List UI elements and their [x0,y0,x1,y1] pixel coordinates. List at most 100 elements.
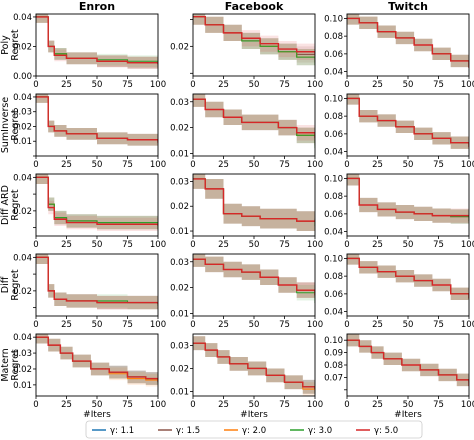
legend-label: γ: 5.0 [374,426,398,436]
x-tick-label: 100 [307,240,323,250]
y-tick-label: 0.06 [324,210,343,220]
subplot-facebook-poly: 0 25 50 75 100 0.02 [170,13,323,90]
confidence-band-5-0 [193,174,315,232]
x-tick-label: 75 [122,320,133,330]
row-label-line: Poly [0,35,11,55]
x-tick-label: 25 [61,240,72,250]
row-label-line: Regret [10,29,21,61]
confidence-band-5-0 [36,254,158,311]
series-line-5-0 [347,97,469,148]
x-tick-label: 75 [279,160,290,170]
series-line-5-0 [36,16,158,65]
series-line-5-0 [193,15,315,55]
plot-area [347,254,469,306]
y-tick-label: 0.01 [170,227,189,237]
y-tick-label: 0.02 [13,365,32,375]
row-label-line: Diff [0,276,11,293]
y-tick-label: 0.02 [13,122,32,132]
confidence-band-1-1 [347,94,469,151]
plot-area [193,94,315,156]
confidence-band-5-0 [36,334,158,389]
subplot-twitch-suminverse: 0 25 50 75 100 0.04 0.06 0.08 0.10 [324,93,474,170]
plot-area [193,336,315,396]
series-line-5-0 [193,342,315,390]
legend-label: γ: 1.1 [110,426,134,436]
legend-entry-3-0: γ: 3.0 [290,426,332,436]
row-label-matern-regret: Matern Regret [0,348,21,381]
y-tick-label: 0.04 [324,228,343,238]
x-tick-label: 0 [33,80,38,90]
confidence-band-2-0 [36,174,158,231]
subplot-enron-suminverse: 0 25 50 75 100 0.01 0.02 0.03 0.04 [13,93,166,170]
subplot-twitch-diff: 0 25 50 75 100 0.04 0.06 0.08 0.10 [324,253,474,330]
row-label-line: Regret [10,109,21,141]
x-tick-label: 50 [92,80,103,90]
plot-area [193,254,315,311]
x-tick-label: 100 [150,240,166,250]
y-tick-label: 0.06 [324,130,343,140]
confidence-band-5-0 [193,336,315,396]
y-tick-label: 0.03 [13,108,32,118]
y-tick-label: 0.10 [324,254,343,264]
legend-box [85,420,423,439]
y-tick-label: 0.08 [324,361,343,371]
y-tick-label: 0.09 [324,349,343,359]
x-tick-label: 25 [61,160,72,170]
y-tick-label: 0.02 [13,207,32,217]
y-tick-label: 0.02 [170,202,189,212]
legend-entry-2-0: γ: 2.0 [224,426,266,436]
x-tick-label: 25 [218,160,229,170]
x-tick-label: 25 [372,240,383,250]
x-tick-label: 75 [433,400,444,410]
y-tick-label: 0.02 [170,42,189,52]
series-line-5-0 [36,256,158,305]
subplot-twitch-poly: 0 25 50 75 100 0.04 0.06 0.08 0.10 [324,13,474,90]
x-tick-label: 0 [344,80,349,90]
x-axis-label: #Iters [240,410,268,420]
y-tick-label: 0.08 [324,32,343,42]
subplot-facebook-matern: 0 25 50 75 100 0.01 0.02 0.03 #Iters [170,333,323,420]
x-tick-label: 100 [461,240,474,250]
x-tick-label: 0 [344,160,349,170]
confidence-band-2-0 [347,334,469,390]
x-tick-label: 100 [461,160,474,170]
confidence-band-5-0 [347,174,469,223]
x-tick-label: 100 [307,80,323,90]
confidence-band-5-0 [193,94,315,146]
series-line-5-0 [36,176,158,226]
x-tick-label: 0 [33,400,38,410]
x-tick-label: 100 [461,400,474,410]
confidence-band-5-0 [347,334,469,393]
x-tick-label: 50 [92,240,103,250]
row-label-diff-ard-regret: Diff ARD Regret [0,185,21,225]
confidence-band-5-0 [347,254,469,305]
series-line-5-0 [193,178,315,222]
subplot-enron-poly: 0 25 50 75 100 0.00 0.02 0.04 [13,13,166,90]
x-tick-label: 100 [150,160,166,170]
plot-area [36,94,158,149]
y-tick-label: 0.10 [324,94,343,104]
row-label-suminverse-regret: SumInverse Regret [0,97,21,153]
x-tick-label: 50 [403,400,414,410]
x-tick-label: 0 [344,320,349,330]
x-tick-label: 25 [61,80,72,90]
series-line-5-0 [193,98,315,138]
x-axis-label: #Iters [394,410,422,420]
x-tick-label: 50 [403,320,414,330]
plot-area [193,174,315,236]
x-tick-label: 50 [403,240,414,250]
column-title-facebook: Facebook [225,0,284,13]
legend-entry-5-0: γ: 5.0 [356,426,398,436]
row-label-line: Regret [10,189,21,221]
subplot-facebook-suminverse: 0 25 50 75 100 0.01 0.02 0.03 [170,93,323,170]
confidence-band-1-1 [347,174,469,225]
confidence-band-1-1 [36,174,158,231]
x-tick-label: 25 [61,320,72,330]
x-tick-label: 25 [218,80,229,90]
legend-label: γ: 1.5 [176,426,200,436]
subplot-facebook-diff: 0 25 50 75 100 0.01 0.02 0.03 [170,253,323,330]
x-tick-label: 0 [190,320,195,330]
row-label-line: Matern [0,348,11,381]
x-tick-label: 75 [279,240,290,250]
